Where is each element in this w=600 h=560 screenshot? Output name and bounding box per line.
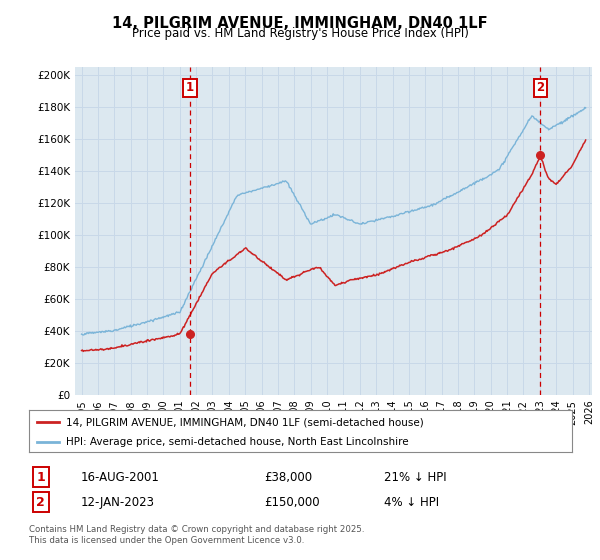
Text: 2: 2 — [37, 496, 45, 509]
Text: 14, PILGRIM AVENUE, IMMINGHAM, DN40 1LF (semi-detached house): 14, PILGRIM AVENUE, IMMINGHAM, DN40 1LF … — [66, 417, 424, 427]
Text: 14, PILGRIM AVENUE, IMMINGHAM, DN40 1LF: 14, PILGRIM AVENUE, IMMINGHAM, DN40 1LF — [112, 16, 488, 31]
Text: 1: 1 — [37, 470, 45, 484]
Text: 16-AUG-2001: 16-AUG-2001 — [81, 470, 160, 484]
Text: 4% ↓ HPI: 4% ↓ HPI — [384, 496, 439, 509]
Text: 21% ↓ HPI: 21% ↓ HPI — [384, 470, 446, 484]
Text: HPI: Average price, semi-detached house, North East Lincolnshire: HPI: Average price, semi-detached house,… — [66, 437, 409, 447]
Text: 1: 1 — [186, 81, 194, 95]
Text: £38,000: £38,000 — [264, 470, 312, 484]
Text: 12-JAN-2023: 12-JAN-2023 — [81, 496, 155, 509]
Text: Price paid vs. HM Land Registry's House Price Index (HPI): Price paid vs. HM Land Registry's House … — [131, 27, 469, 40]
Text: Contains HM Land Registry data © Crown copyright and database right 2025.
This d: Contains HM Land Registry data © Crown c… — [29, 525, 364, 545]
Text: £150,000: £150,000 — [264, 496, 320, 509]
Text: 2: 2 — [536, 81, 545, 95]
